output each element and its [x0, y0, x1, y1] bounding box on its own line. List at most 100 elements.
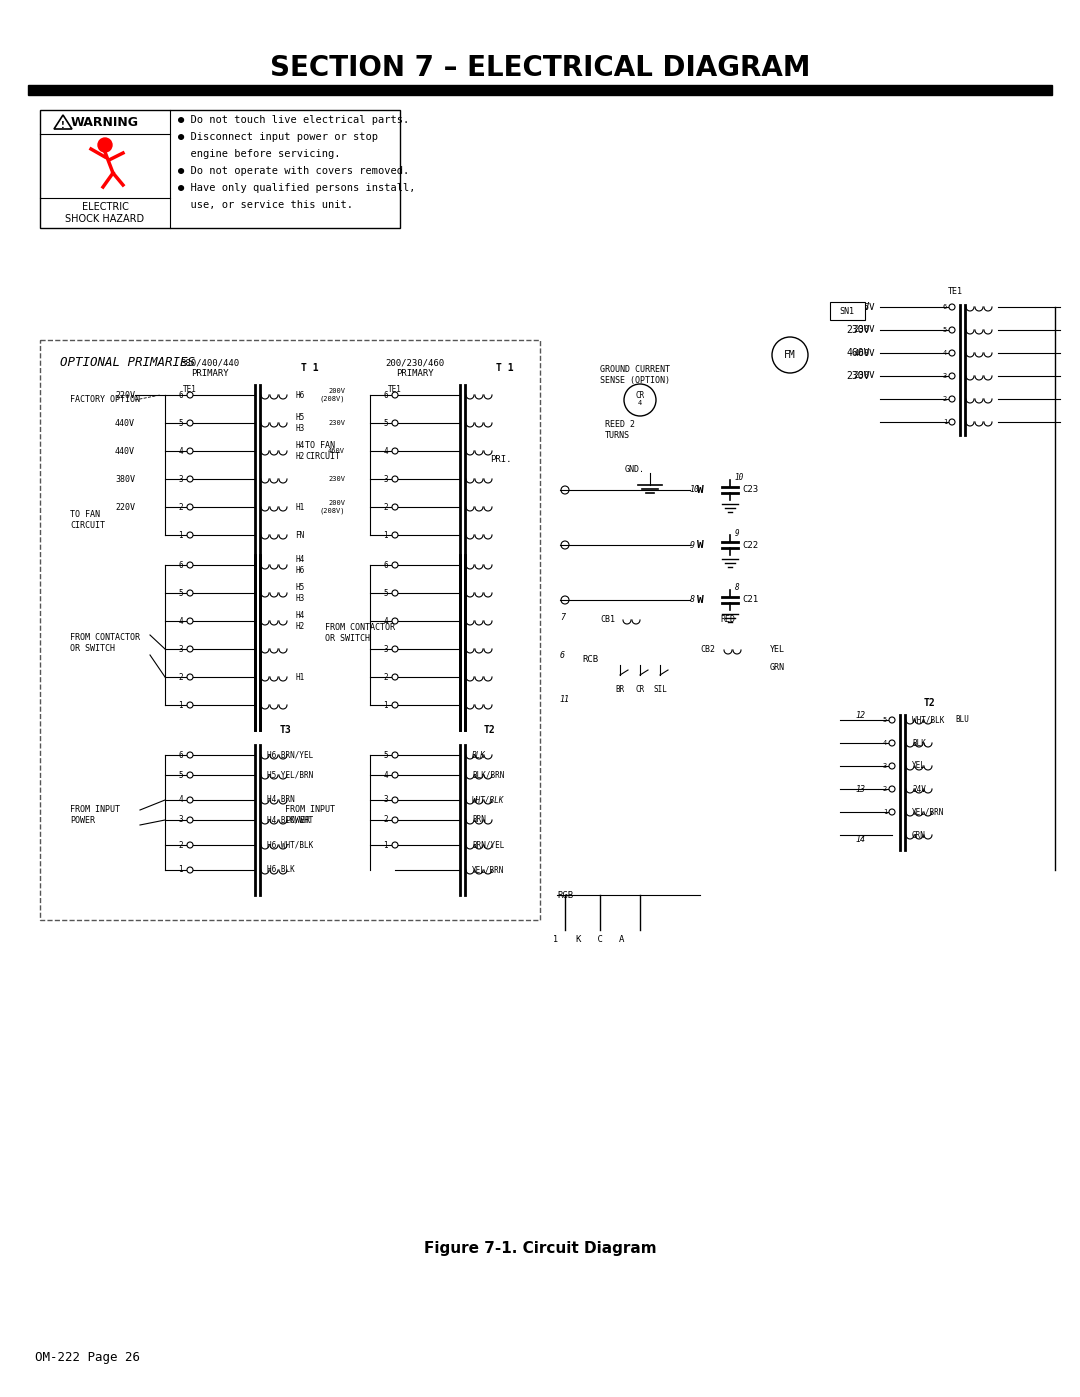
- Text: CB1: CB1: [600, 616, 615, 624]
- Text: WHT/BLK: WHT/BLK: [472, 795, 504, 805]
- Text: 4: 4: [383, 447, 388, 455]
- Text: BLK/BRN: BLK/BRN: [472, 771, 504, 780]
- Text: GRN: GRN: [770, 664, 785, 672]
- Text: 6: 6: [383, 560, 388, 570]
- Circle shape: [187, 562, 193, 569]
- Circle shape: [949, 327, 955, 332]
- Text: 2: 2: [383, 672, 388, 682]
- Bar: [40, 339, 540, 921]
- Circle shape: [392, 617, 399, 624]
- Circle shape: [949, 373, 955, 379]
- Text: H6 WHT/BLK: H6 WHT/BLK: [267, 841, 313, 849]
- Text: T2: T2: [484, 725, 496, 735]
- Text: 12: 12: [855, 711, 865, 719]
- Text: 4: 4: [882, 740, 887, 746]
- Text: FM: FM: [784, 351, 796, 360]
- Text: SECTION 7 – ELECTRICAL DIAGRAM: SECTION 7 – ELECTRICAL DIAGRAM: [270, 54, 810, 82]
- Circle shape: [392, 798, 399, 803]
- Circle shape: [187, 673, 193, 680]
- Text: PRI.: PRI.: [490, 455, 512, 464]
- Text: C23: C23: [742, 486, 758, 495]
- Text: 230V: 230V: [847, 326, 870, 335]
- Circle shape: [392, 645, 399, 652]
- Text: 11: 11: [561, 696, 570, 704]
- Text: 14: 14: [855, 835, 865, 845]
- Circle shape: [392, 532, 399, 538]
- Text: T2: T2: [924, 698, 936, 708]
- Text: use, or service this unit.: use, or service this unit.: [178, 200, 353, 210]
- Circle shape: [392, 773, 399, 778]
- Text: W: W: [697, 595, 703, 605]
- Bar: [40, 110, 400, 228]
- Text: WARNING: WARNING: [71, 116, 139, 129]
- Text: BLK: BLK: [472, 750, 486, 760]
- Circle shape: [187, 798, 193, 803]
- Text: 1: 1: [178, 866, 183, 875]
- Circle shape: [949, 305, 955, 310]
- Circle shape: [392, 504, 399, 510]
- Text: ● Do not operate with covers removed.: ● Do not operate with covers removed.: [178, 166, 409, 176]
- Text: BLK: BLK: [912, 739, 926, 747]
- Text: H4
H2: H4 H2: [295, 441, 305, 461]
- Text: H5 YEL/BRN: H5 YEL/BRN: [267, 771, 313, 780]
- Text: 4: 4: [178, 447, 183, 455]
- Text: SN1: SN1: [839, 306, 854, 316]
- Text: 1: 1: [178, 531, 183, 539]
- Text: 2: 2: [178, 841, 183, 849]
- Text: YEL: YEL: [770, 645, 785, 655]
- Circle shape: [392, 673, 399, 680]
- Bar: [831, 302, 865, 320]
- Text: 7: 7: [561, 613, 565, 623]
- Text: ELECTRIC
SHOCK HAZARD: ELECTRIC SHOCK HAZARD: [66, 203, 145, 224]
- Text: 5: 5: [383, 419, 388, 427]
- Text: ● Disconnect input power or stop: ● Disconnect input power or stop: [178, 131, 378, 142]
- Text: 3: 3: [383, 795, 388, 805]
- Text: 9: 9: [735, 528, 740, 538]
- Text: 3: 3: [383, 644, 388, 654]
- Text: 5: 5: [178, 588, 183, 598]
- Text: T 1: T 1: [301, 363, 319, 373]
- Text: BRN/YEL: BRN/YEL: [472, 841, 504, 849]
- Text: 1: 1: [383, 841, 388, 849]
- Text: H1: H1: [295, 503, 305, 511]
- Text: TO FAN
CIRCUIT: TO FAN CIRCUIT: [305, 441, 340, 461]
- Text: 575V: 575V: [847, 302, 870, 312]
- Text: 440V: 440V: [114, 419, 135, 427]
- Text: 4: 4: [178, 795, 183, 805]
- Text: TE1: TE1: [947, 288, 962, 296]
- Text: H4 BRN: H4 BRN: [267, 795, 295, 805]
- Text: GROUND CURRENT
SENSE (OPTION): GROUND CURRENT SENSE (OPTION): [600, 365, 670, 384]
- Text: 5: 5: [383, 588, 388, 598]
- Circle shape: [949, 351, 955, 356]
- Text: 10: 10: [735, 474, 744, 482]
- Text: 9: 9: [690, 541, 696, 549]
- Text: 575V: 575V: [853, 303, 875, 312]
- Circle shape: [187, 590, 193, 597]
- Circle shape: [187, 773, 193, 778]
- Circle shape: [392, 393, 399, 398]
- Text: 3: 3: [178, 475, 183, 483]
- Text: W: W: [697, 541, 703, 550]
- Text: H5
H3: H5 H3: [295, 414, 305, 433]
- Text: 2: 2: [383, 503, 388, 511]
- Text: 6: 6: [383, 391, 388, 400]
- Text: T 1: T 1: [496, 363, 514, 373]
- Circle shape: [392, 703, 399, 708]
- Circle shape: [889, 763, 895, 768]
- Text: WHT/BLK: WHT/BLK: [912, 715, 944, 725]
- Text: GRN: GRN: [912, 830, 926, 840]
- Text: 1: 1: [178, 700, 183, 710]
- Text: 230V: 230V: [328, 420, 345, 426]
- Text: FROM INPUT
POWER: FROM INPUT POWER: [70, 805, 120, 824]
- Text: RGB: RGB: [557, 890, 573, 900]
- Circle shape: [187, 532, 193, 538]
- Text: 230V: 230V: [847, 372, 870, 381]
- Text: 1: 1: [943, 419, 947, 425]
- Text: 4: 4: [943, 351, 947, 356]
- Text: T3: T3: [279, 725, 291, 735]
- Text: FROM CONTACTOR
OR SWITCH: FROM CONTACTOR OR SWITCH: [70, 633, 140, 652]
- Text: 6: 6: [178, 750, 183, 760]
- Circle shape: [187, 476, 193, 482]
- Text: 3: 3: [178, 644, 183, 654]
- Text: 4: 4: [178, 616, 183, 626]
